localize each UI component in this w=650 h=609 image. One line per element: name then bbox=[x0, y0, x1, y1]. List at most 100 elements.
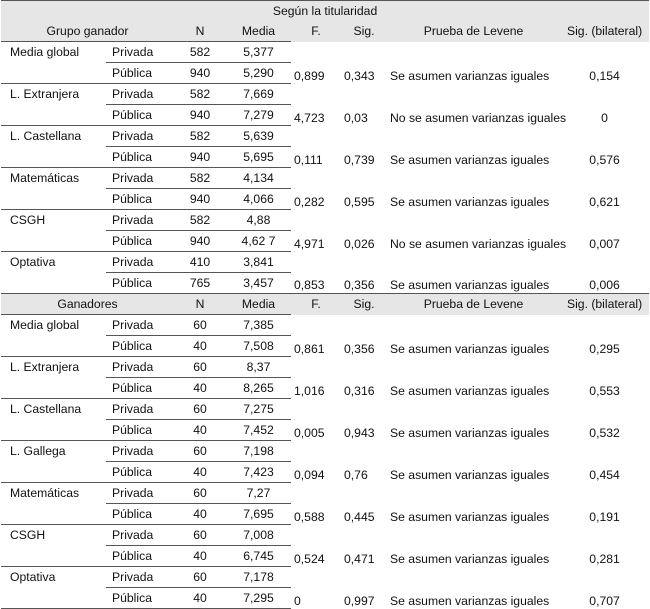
table-title: Según la titularidad bbox=[1, 0, 650, 21]
school-type: Pública bbox=[106, 419, 174, 441]
f-value: 0,861 bbox=[294, 341, 325, 356]
variable-label: L. Castellana bbox=[1, 398, 106, 420]
variable-label: L. Extranjera bbox=[1, 83, 106, 105]
n-value: 582 bbox=[174, 209, 226, 231]
n-value: 60 bbox=[174, 524, 226, 546]
levene-result: Se asumen varianzas iguales bbox=[390, 152, 550, 167]
mean-value: 7,423 bbox=[226, 461, 291, 483]
sig-value: 0,356 bbox=[344, 278, 375, 292]
sig-value: 0,356 bbox=[344, 341, 375, 356]
variable-label-empty bbox=[1, 336, 106, 357]
variable-label: L. Castellana bbox=[1, 125, 106, 147]
variable-label: L. Extranjera bbox=[1, 356, 106, 378]
variable-label-empty bbox=[1, 378, 106, 399]
n-value: 60 bbox=[174, 356, 226, 378]
table-row: Pública 940 7,279 bbox=[1, 104, 649, 126]
mean-value: 7,178 bbox=[226, 566, 291, 588]
column-header-levene: Prueba de Levene bbox=[387, 293, 560, 315]
mean-value: 7,275 bbox=[226, 398, 291, 420]
column-header-group: Ganadores bbox=[1, 293, 174, 315]
n-value: 582 bbox=[174, 125, 226, 147]
school-type: Privada bbox=[106, 125, 174, 147]
column-header-media: Media bbox=[226, 21, 291, 42]
f-value: 0,524 bbox=[294, 551, 325, 566]
column-header-sig: Sig. bbox=[341, 293, 387, 315]
sig-value: 0,76 bbox=[344, 467, 368, 482]
school-type: Pública bbox=[106, 335, 174, 357]
n-value: 940 bbox=[174, 188, 226, 210]
n-value: 40 bbox=[174, 377, 226, 399]
mean-value: 4,134 bbox=[226, 167, 291, 189]
school-type: Pública bbox=[106, 62, 174, 84]
n-value: 940 bbox=[174, 62, 226, 84]
table-row: Pública 940 5,290 bbox=[1, 62, 649, 84]
bilateral-value: 0,295 bbox=[589, 341, 620, 356]
f-value: 0,588 bbox=[294, 509, 325, 524]
bilateral-value: 0,621 bbox=[589, 194, 620, 209]
variable-label-empty bbox=[1, 420, 106, 441]
mean-value: 8,265 bbox=[226, 377, 291, 399]
mean-value: 7,279 bbox=[226, 104, 291, 126]
table-row: Optativa Privada 60 7,178 0 0,997 Se asumen va… bbox=[1, 566, 649, 608]
mean-value: 3,457 bbox=[226, 272, 291, 294]
n-value: 60 bbox=[174, 398, 226, 420]
variable-label-empty bbox=[1, 105, 106, 126]
mean-value: 7,198 bbox=[226, 440, 291, 462]
f-value: 4,971 bbox=[294, 236, 325, 251]
table-row: Pública 940 4,066 bbox=[1, 188, 649, 210]
n-value: 60 bbox=[174, 440, 226, 462]
column-header-media: Media bbox=[226, 293, 291, 315]
n-value: 40 bbox=[174, 545, 226, 567]
n-value: 582 bbox=[174, 83, 226, 105]
school-type: Privada bbox=[106, 41, 174, 63]
table-row: Pública 40 7,423 bbox=[1, 461, 649, 483]
school-type: Privada bbox=[106, 440, 174, 462]
school-type: Pública bbox=[106, 587, 174, 609]
f-value: 4,723 bbox=[294, 110, 325, 125]
table-row: CSGH Privada 582 4,88 4,971 0,026 No se asumen… bbox=[1, 209, 649, 251]
table-row: Matemáticas Privada 582 4,134 0,282 0,595 Se a… bbox=[1, 167, 649, 209]
n-value: 60 bbox=[174, 482, 226, 504]
school-type: Pública bbox=[106, 461, 174, 483]
n-value: 940 bbox=[174, 146, 226, 168]
f-value: 0,111 bbox=[294, 152, 323, 167]
mean-value: 4,066 bbox=[226, 188, 291, 210]
section2-header-row: Ganadores N Media F. Sig. Prueba de Levene Sig… bbox=[1, 293, 650, 315]
table-row: Optativa Privada 410 3,841 0,853 0,356 Se asum… bbox=[1, 251, 649, 292]
table-row: Pública 765 3,457 bbox=[1, 272, 649, 294]
mean-value: 7,385 bbox=[226, 314, 291, 336]
sig-value: 0,03 bbox=[344, 110, 368, 125]
variable-label: Optativa bbox=[1, 251, 106, 273]
sig-value: 0,343 bbox=[344, 68, 375, 83]
table-row: Pública 940 4,62 7 bbox=[1, 230, 649, 252]
mean-value: 4,88 bbox=[226, 209, 291, 231]
variable-label: Media global bbox=[1, 314, 106, 336]
school-type: Pública bbox=[106, 545, 174, 567]
n-value: 582 bbox=[174, 167, 226, 189]
column-header-levene: Prueba de Levene bbox=[387, 21, 560, 42]
f-value: 0,005 bbox=[294, 425, 325, 440]
levene-result: Se asumen varianzas iguales bbox=[390, 194, 550, 209]
sig-value: 0,316 bbox=[344, 383, 375, 398]
levene-result: Se asumen varianzas iguales bbox=[390, 278, 550, 292]
table-row: L. Castellana Privada 582 5,639 0,111 0,739 Se… bbox=[1, 125, 649, 167]
n-value: 582 bbox=[174, 41, 226, 63]
table-row: Pública 40 7,452 bbox=[1, 419, 649, 441]
n-value: 40 bbox=[174, 419, 226, 441]
n-value: 60 bbox=[174, 566, 226, 588]
mean-value: 4,62 7 bbox=[226, 230, 291, 252]
bilateral-value: 0 bbox=[601, 110, 608, 125]
school-type: Privada bbox=[106, 566, 174, 588]
n-value: 410 bbox=[174, 251, 226, 273]
n-value: 765 bbox=[174, 272, 226, 294]
levene-result: Se asumen varianzas iguales bbox=[390, 593, 550, 608]
table-row: L. Extranjera Privada 60 8,37 1,016 0,316 Se a… bbox=[1, 356, 649, 398]
mean-value: 7,008 bbox=[226, 524, 291, 546]
bilateral-value: 0,454 bbox=[589, 467, 620, 482]
school-type: Pública bbox=[106, 188, 174, 210]
levene-result: No se asumen varianzas iguales bbox=[390, 110, 567, 125]
table-row: Media global Privada 60 7,385 0,861 0,356 Se a… bbox=[1, 314, 649, 356]
variable-label: Media global bbox=[1, 41, 106, 63]
